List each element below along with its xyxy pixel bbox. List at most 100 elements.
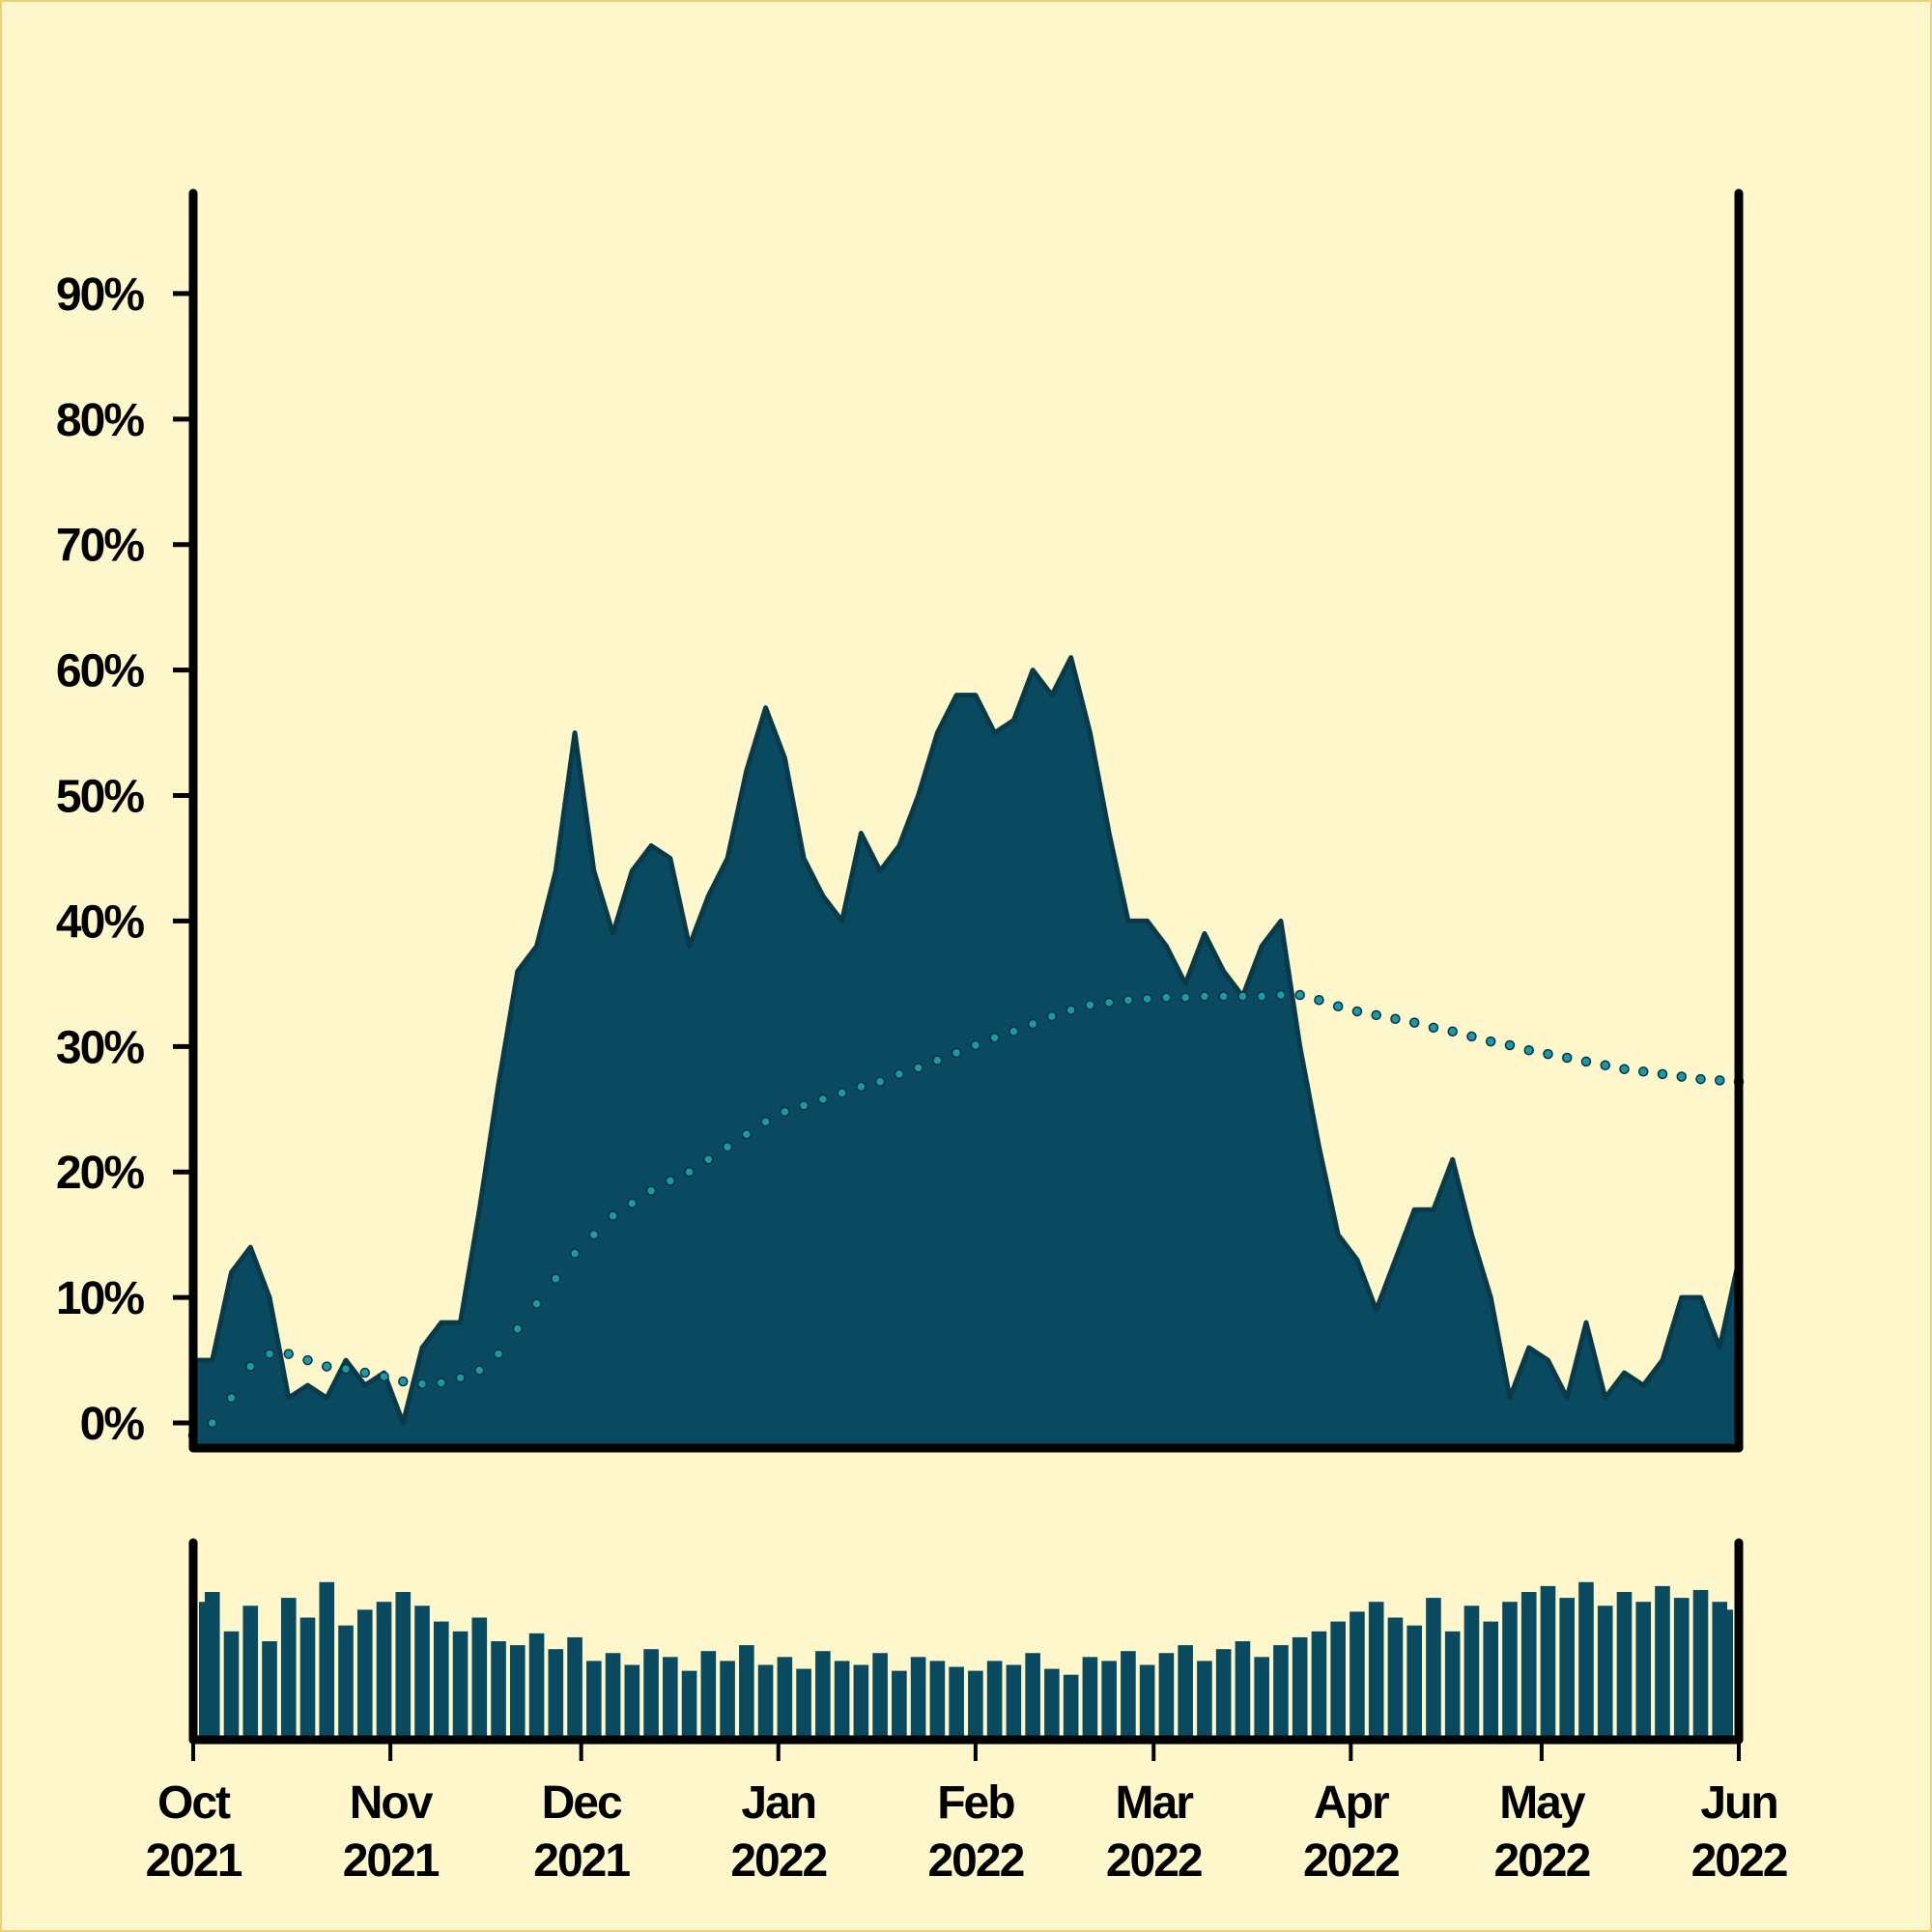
bar — [319, 1581, 335, 1740]
bar — [299, 1617, 316, 1740]
bar — [1502, 1602, 1518, 1740]
x-tick-label: Feb 2022 — [927, 1777, 1023, 1887]
y-tick-label: 40% — [56, 896, 144, 948]
line-marker — [1657, 1068, 1668, 1080]
x-tick-label: Mar 2022 — [1106, 1777, 1202, 1887]
bar — [720, 1661, 735, 1740]
bar — [528, 1633, 545, 1740]
bar — [663, 1657, 678, 1740]
line-marker — [436, 1378, 447, 1388]
x-tick-label: Jan 2022 — [730, 1777, 826, 1887]
line-marker — [1065, 1005, 1076, 1015]
bar — [1444, 1631, 1461, 1740]
line-marker — [551, 1273, 561, 1284]
bar — [643, 1649, 659, 1740]
y-tick-label: 10% — [56, 1273, 144, 1324]
y-tick-label: 80% — [56, 395, 144, 446]
bar — [853, 1664, 869, 1740]
line-marker — [416, 1378, 428, 1390]
bar — [1718, 1609, 1733, 1740]
line-marker — [1237, 991, 1248, 1002]
line-marker — [398, 1376, 409, 1387]
line-marker — [1619, 1064, 1630, 1074]
y-tick-label: 70% — [56, 521, 144, 572]
line-marker — [951, 1047, 962, 1059]
line-marker — [1390, 1013, 1401, 1024]
line-marker — [856, 1081, 867, 1093]
bar — [1006, 1664, 1022, 1740]
bar — [1025, 1653, 1040, 1740]
line-marker — [207, 1417, 218, 1429]
bar — [1673, 1598, 1690, 1740]
bar — [1616, 1592, 1633, 1740]
line-marker — [645, 1185, 657, 1196]
bar — [949, 1666, 964, 1740]
x-tick-label: Jun 2022 — [1691, 1777, 1787, 1887]
line-marker — [1408, 1017, 1420, 1028]
bar — [624, 1664, 640, 1740]
line-marker — [741, 1129, 753, 1140]
bar — [1044, 1668, 1060, 1740]
line-marker — [1351, 1006, 1363, 1017]
bar — [280, 1598, 297, 1740]
line-marker — [1543, 1048, 1553, 1060]
bar — [1197, 1661, 1212, 1740]
line-marker — [1600, 1060, 1610, 1071]
bar — [1540, 1585, 1556, 1740]
line-marker — [627, 1198, 638, 1208]
bar — [986, 1661, 1003, 1740]
line-marker — [1714, 1075, 1725, 1086]
line-marker — [283, 1349, 295, 1359]
bar — [1254, 1657, 1269, 1740]
bar — [681, 1670, 697, 1740]
bar — [739, 1645, 754, 1740]
line-marker — [837, 1088, 847, 1098]
bar — [1292, 1636, 1308, 1740]
line-marker — [780, 1106, 790, 1118]
line-marker — [588, 1229, 600, 1240]
bar — [1235, 1641, 1251, 1740]
bar — [777, 1657, 793, 1740]
y-tick-label: 30% — [56, 1022, 144, 1073]
line-marker — [1275, 989, 1287, 1001]
line-marker — [1009, 1026, 1019, 1037]
line-marker — [226, 1392, 237, 1404]
line-marker — [1199, 991, 1210, 1002]
line-marker — [1371, 1009, 1381, 1021]
line-marker — [302, 1354, 313, 1366]
line-marker — [1103, 997, 1115, 1009]
bar — [1578, 1581, 1594, 1740]
line-marker — [1161, 992, 1172, 1003]
line-marker — [1561, 1052, 1573, 1064]
x-tick-label: Nov 2021 — [343, 1777, 440, 1887]
bar — [223, 1631, 240, 1740]
x-tick-label: Dec 2021 — [533, 1777, 630, 1887]
line-marker — [970, 1039, 981, 1051]
line-marker — [1637, 1066, 1649, 1077]
y-tick-label: 90% — [56, 270, 144, 321]
bar — [1368, 1602, 1384, 1740]
bar — [471, 1617, 488, 1740]
bar — [356, 1609, 373, 1740]
line-marker — [932, 1055, 943, 1065]
bar — [376, 1602, 392, 1740]
line-marker — [1466, 1031, 1477, 1042]
bar — [1483, 1621, 1499, 1740]
bar — [1559, 1598, 1576, 1740]
x-tick-label: Apr 2022 — [1303, 1777, 1399, 1887]
x-tick-label: May 2022 — [1493, 1777, 1589, 1887]
bar — [1139, 1664, 1155, 1740]
bar — [834, 1661, 850, 1740]
line-marker — [1179, 992, 1191, 1003]
line-marker — [665, 1176, 676, 1186]
line-marker — [340, 1363, 352, 1375]
line-marker — [608, 1210, 618, 1221]
line-marker — [1676, 1071, 1687, 1082]
line-marker — [455, 1373, 466, 1383]
bar — [433, 1621, 449, 1740]
bar — [586, 1661, 602, 1740]
bar — [1597, 1605, 1613, 1740]
line-marker — [359, 1367, 371, 1378]
bar — [395, 1592, 412, 1740]
line-marker — [1085, 1000, 1095, 1010]
